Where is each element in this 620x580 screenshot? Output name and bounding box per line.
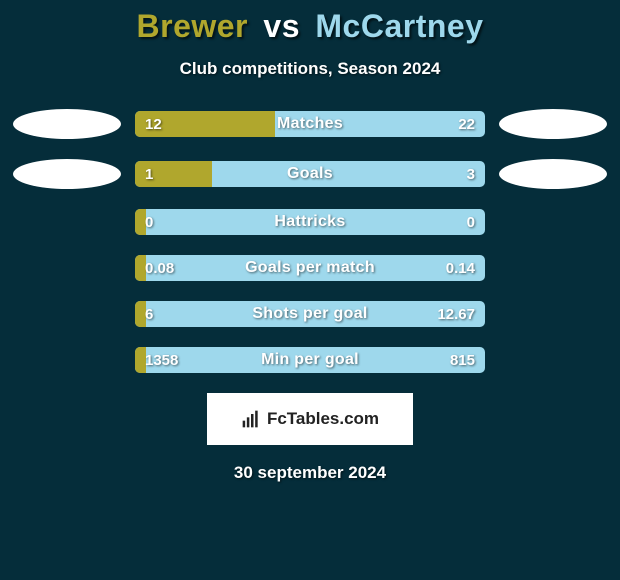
bar-label: Matches (135, 111, 485, 137)
bar-bg: 1 Goals 3 (135, 161, 485, 187)
bar-label: Hattricks (135, 209, 485, 235)
bar-mpg: 1358 Min per goal 815 (135, 347, 485, 373)
date: 30 september 2024 (0, 463, 620, 483)
stat-row-hattricks: 0 Hattricks 0 (6, 209, 614, 235)
bar-bg: 0 Hattricks 0 (135, 209, 485, 235)
bar-value-right: 0 (467, 209, 475, 235)
chart-icon (241, 409, 261, 429)
brand-box: FcTables.com (207, 393, 413, 445)
bar-matches: 12 Matches 22 (135, 111, 485, 137)
title-vs: vs (263, 8, 300, 44)
bar-bg: 0.08 Goals per match 0.14 (135, 255, 485, 281)
brand-inner: FcTables.com (241, 409, 379, 429)
stat-row-matches: 12 Matches 22 (6, 109, 614, 139)
oval-right-1 (499, 159, 607, 189)
bar-goals: 1 Goals 3 (135, 161, 485, 187)
bar-label: Goals per match (135, 255, 485, 281)
bar-gpm: 0.08 Goals per match 0.14 (135, 255, 485, 281)
bar-spg: 6 Shots per goal 12.67 (135, 301, 485, 327)
chart-area: 12 Matches 22 1 Goals 3 (0, 109, 620, 373)
bar-bg: 1358 Min per goal 815 (135, 347, 485, 373)
stat-row-goals: 1 Goals 3 (6, 159, 614, 189)
oval-left-0 (13, 109, 121, 139)
brand-text: FcTables.com (267, 409, 379, 429)
bar-label: Shots per goal (135, 301, 485, 327)
bar-label: Goals (135, 161, 485, 187)
bar-bg: 6 Shots per goal 12.67 (135, 301, 485, 327)
bar-value-right: 815 (450, 347, 475, 373)
subtitle: Club competitions, Season 2024 (0, 59, 620, 79)
title-player1: Brewer (137, 8, 249, 44)
bar-value-right: 22 (458, 111, 475, 137)
bar-label: Min per goal (135, 347, 485, 373)
oval-right-0 (499, 109, 607, 139)
stat-row-spg: 6 Shots per goal 12.67 (6, 301, 614, 327)
stat-row-mpg: 1358 Min per goal 815 (6, 347, 614, 373)
comparison-infographic: Brewer vs McCartney Club competitions, S… (0, 0, 620, 483)
bar-bg: 12 Matches 22 (135, 111, 485, 137)
stat-row-gpm: 0.08 Goals per match 0.14 (6, 255, 614, 281)
bar-value-right: 12.67 (437, 301, 475, 327)
bar-hattricks: 0 Hattricks 0 (135, 209, 485, 235)
oval-left-1 (13, 159, 121, 189)
title: Brewer vs McCartney (0, 8, 620, 45)
title-player2: McCartney (315, 8, 483, 44)
bar-value-right: 0.14 (446, 255, 475, 281)
bar-value-right: 3 (467, 161, 475, 187)
